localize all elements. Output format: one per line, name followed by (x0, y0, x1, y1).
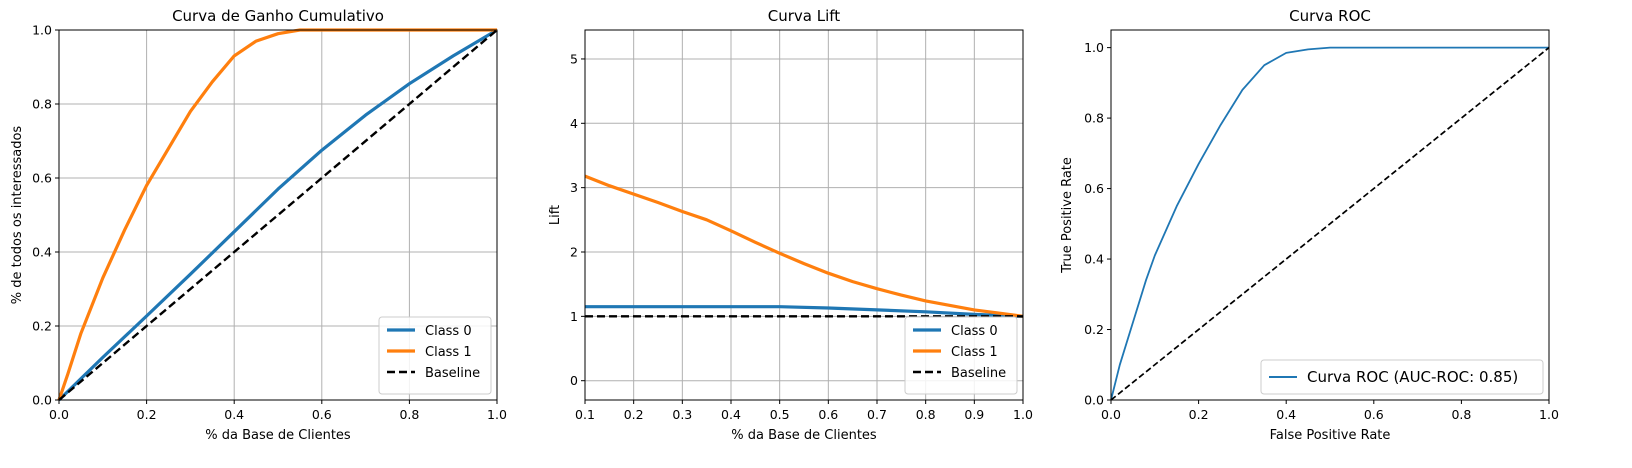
x-tick-label: 0.6 (312, 407, 332, 422)
y-tick-label: 0.6 (32, 171, 52, 186)
legend-box (904, 316, 1018, 395)
y-tick-label: 0.0 (1084, 393, 1104, 408)
chart-1: 0.0 0.2 0.4 0.6 0.8 1.0 0.0 0.2 0.4 0.6 0.8 1.0 Curv… (10, 7, 507, 443)
y-axis-label: True Positive Rate (1060, 157, 1075, 274)
legend-box (378, 316, 492, 395)
series-line-class-1 (584, 174, 1024, 318)
x-tick-label: 0.2 (624, 407, 644, 422)
y-tick-label: 0.8 (32, 97, 52, 112)
legend-label: Class 1 (951, 345, 998, 360)
axes-frame (584, 29, 1024, 401)
x-tick-label: 0.4 (224, 407, 244, 422)
x-axis-label: % da Base de Clientes (205, 428, 351, 443)
legend: Class 0 Class 1 Baseline (904, 316, 1018, 395)
x-tick-label: 0.1 (575, 407, 595, 422)
y-tick-label: 2 (570, 245, 578, 260)
x-tick-label: 1.0 (1013, 407, 1033, 422)
chart-3: 0.0 0.2 0.4 0.6 0.8 1.0 0.0 0.2 0.4 0.6 0.8 1.0 Curv… (1060, 7, 1559, 443)
series-line-class-0 (57, 28, 498, 402)
y-tick-label: 1.0 (32, 23, 52, 38)
legend-label: Class 0 (425, 324, 472, 339)
y-tick-label: 1.0 (1084, 40, 1104, 55)
chart-title: Curva Lift (768, 7, 841, 25)
x-tick-label: 0.6 (1364, 407, 1384, 422)
series-line-class-0 (585, 305, 1024, 318)
axes-frame (1110, 29, 1550, 401)
legend: Class 0 Class 1 Baseline (378, 316, 492, 395)
x-axis-label: False Positive Rate (1270, 428, 1391, 443)
y-tick-label: 5 (570, 51, 578, 66)
axes-frame (58, 29, 498, 401)
x-tick-label: 0.9 (964, 407, 984, 422)
x-tick-label: 0.4 (1276, 407, 1296, 422)
legend-label: Baseline (425, 366, 480, 381)
legend-label: Baseline (951, 366, 1006, 381)
y-tick-label: 0 (570, 373, 578, 388)
y-axis-label: % de todos os interessados (10, 126, 25, 305)
x-tick-label: 0.3 (672, 407, 692, 422)
x-tick-label: 0.8 (916, 407, 936, 422)
y-tick-label: 3 (570, 180, 578, 195)
y-axis-label: Lift (548, 205, 563, 225)
legend-label: Class 0 (951, 324, 998, 339)
x-tick-label: 1.0 (487, 407, 507, 422)
legend-box (1260, 359, 1544, 395)
x-tick-label: 0.7 (867, 407, 887, 422)
x-tick-label: 0.2 (137, 407, 157, 422)
y-tick-label: 0.2 (1084, 322, 1104, 337)
y-tick-label: 0.0 (32, 393, 52, 408)
y-tick-label: 4 (570, 116, 578, 131)
x-tick-label: 0.6 (818, 407, 838, 422)
x-tick-label: 0.8 (399, 407, 419, 422)
y-tick-label: 0.6 (1084, 181, 1104, 196)
legend-label: Curva ROC (AUC-ROC: 0.85) (1307, 368, 1518, 386)
chart-2: 0.1 0.2 0.3 0.4 0.5 0.6 0.7 0.8 0.9 1.0 0 1 2 3 4 5 Curv… (548, 7, 1033, 443)
legend: Curva ROC (AUC-ROC: 0.85) (1260, 359, 1544, 395)
y-tick-label: 0.8 (1084, 111, 1104, 126)
y-tick-label: 0.2 (32, 319, 52, 334)
y-tick-label: 0.4 (32, 245, 52, 260)
series-line-diagonal (1110, 46, 1550, 401)
y-tick-label: 0.4 (1084, 252, 1104, 267)
x-axis-label: % da Base de Clientes (731, 428, 877, 443)
x-tick-label: 0.8 (1451, 407, 1471, 422)
legend-label: Class 1 (425, 345, 472, 360)
x-tick-label: 0.0 (49, 407, 69, 422)
chart-title: Curva ROC (1289, 7, 1371, 25)
series-line-curva-roc-auc-roc-0-85 (1110, 46, 1549, 401)
chart-title: Curva de Ganho Cumulativo (172, 7, 384, 25)
x-tick-label: 0.2 (1189, 407, 1209, 422)
x-tick-label: 0.4 (721, 407, 741, 422)
x-tick-label: 0.0 (1101, 407, 1121, 422)
x-tick-label: 0.5 (770, 407, 790, 422)
y-tick-label: 1 (570, 309, 578, 324)
x-tick-label: 1.0 (1539, 407, 1559, 422)
